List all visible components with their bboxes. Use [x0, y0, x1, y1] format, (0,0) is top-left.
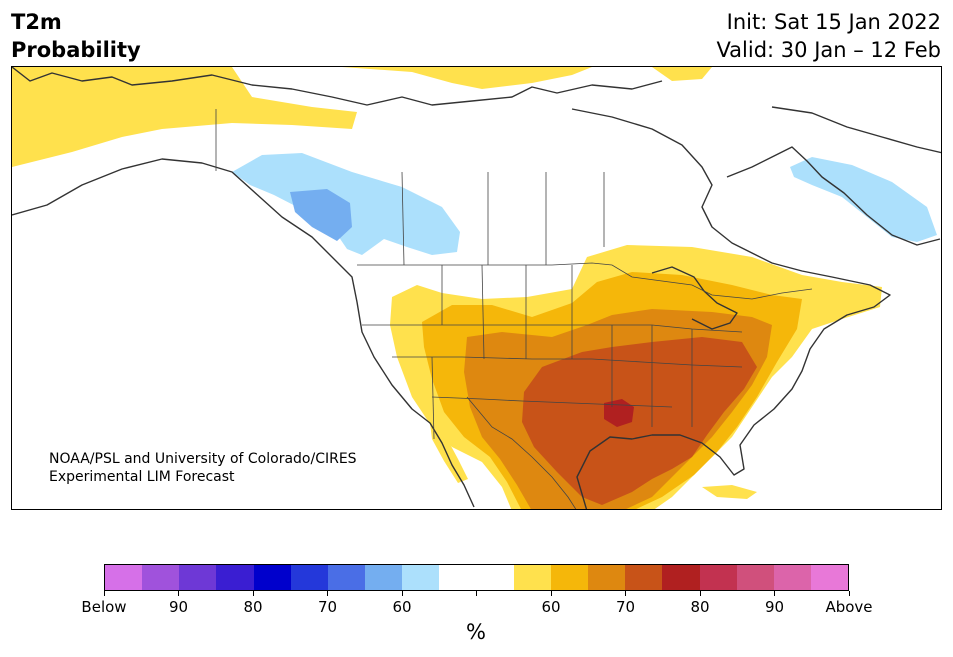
above-normal-greenland-edge: [652, 67, 712, 81]
colorbar-tick-label: 90: [168, 598, 189, 616]
colorbar-segment: [365, 565, 403, 590]
colorbar-segment: [179, 565, 217, 590]
colorbar-tick: [252, 591, 254, 596]
above-normal-75: [604, 399, 634, 427]
colorbar-segment: [216, 565, 254, 590]
colorbar-segment: [625, 565, 663, 590]
valid-range: Valid: 30 Jan – 12 Feb: [716, 38, 941, 62]
above-normal-cuba: [702, 485, 757, 499]
colorbar-tick: [178, 591, 179, 596]
probability-map: [12, 67, 941, 509]
colorbar-tick-label: 80: [243, 598, 263, 616]
above-normal-alaska: [12, 67, 357, 167]
colorbar-tick-label: 60: [392, 598, 412, 616]
colorbar-tick-label: Above: [825, 598, 873, 616]
colorbar-segment: [402, 565, 440, 590]
colorbar-tick-label: 90: [764, 598, 785, 616]
colorbar-segment: [142, 565, 180, 590]
colorbar-tick-label: 70: [317, 598, 338, 616]
date-info: Init: Sat 15 Jan 2022 Valid: 30 Jan – 12…: [716, 8, 941, 64]
colorbar-tick-label: 70: [615, 598, 636, 616]
colorbar-tick-label: 60: [541, 598, 561, 616]
colorbar: [104, 564, 849, 591]
borders: [215, 109, 813, 509]
colorbar-segment: [550, 565, 589, 590]
colorbar-segment: [513, 565, 551, 590]
colorbar-segment: [699, 565, 737, 590]
colorbar-segment: [439, 565, 477, 590]
colorbar-tick: [625, 591, 626, 596]
colorbar-segment: [253, 565, 291, 590]
colorbar-tick-label: Below: [81, 598, 127, 616]
quantity-label: Probability: [11, 38, 141, 62]
colorbar-segment: [327, 565, 366, 590]
credit-line-1: NOAA/PSL and University of Colorado/CIRE…: [49, 451, 357, 467]
colorbar-segment: [773, 565, 811, 590]
above-normal-arctic: [342, 67, 592, 89]
coastlines: [12, 67, 941, 509]
colorbar-segment: [105, 565, 143, 590]
colorbar-segment: [290, 565, 328, 590]
colorbar-segment: [662, 565, 700, 590]
below-normal-west-canada-core: [290, 189, 352, 241]
colorbar-tick: [774, 591, 775, 596]
colorbar-tick: [699, 591, 701, 596]
variable-label: T2m: [11, 10, 62, 34]
colorbar-tick: [476, 591, 477, 596]
colorbar-segment: [736, 565, 774, 590]
above-normal-70: [522, 337, 757, 505]
init-date: Init: Sat 15 Jan 2022: [726, 10, 941, 34]
colorbar-tick-label: 80: [690, 598, 710, 616]
colorbar-tick: [327, 591, 328, 596]
colorbar-segment: [810, 565, 849, 590]
credit-text: NOAA/PSL and University of Colorado/CIRE…: [49, 450, 357, 486]
colorbar-unit: %: [466, 620, 486, 644]
colorbar-segment: [476, 565, 514, 590]
colorbar-segment: [588, 565, 626, 590]
colorbar-tick: [550, 591, 552, 596]
map-title: T2m Probability: [11, 8, 141, 64]
below-normal-labrador: [790, 157, 937, 242]
colorbar-tick: [848, 591, 850, 596]
colorbar-tick: [401, 591, 403, 596]
map-panel[interactable]: [11, 66, 942, 510]
colorbar-tick: [103, 591, 105, 596]
credit-line-2: Experimental LIM Forecast: [49, 469, 235, 485]
